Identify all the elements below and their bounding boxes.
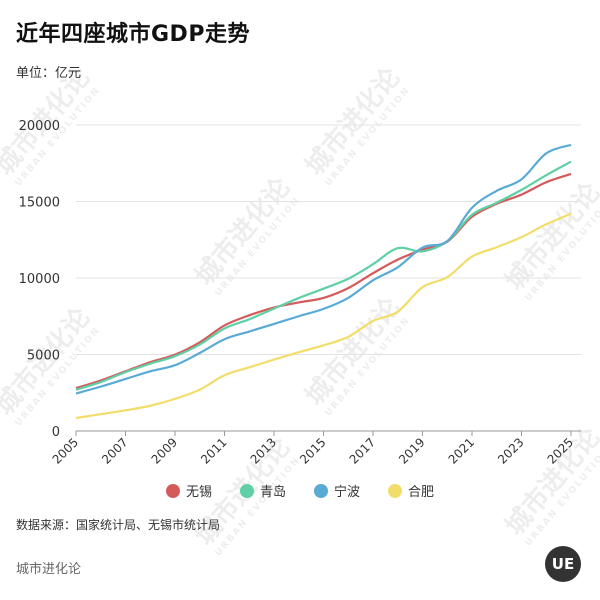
x-tick-label: 2009 xyxy=(149,435,180,466)
x-tick-label: 2021 xyxy=(446,435,477,466)
data-source: 数据来源：国家统计局、无锡市统计局 xyxy=(16,518,221,532)
legend-label: 青岛 xyxy=(259,485,286,500)
legend-label: 无锡 xyxy=(185,485,212,500)
x-tick-label: 2013 xyxy=(248,435,279,466)
x-tick-label: 2011 xyxy=(198,435,229,466)
chart-title: 近年四座城市GDP走势 xyxy=(16,22,250,47)
series-line xyxy=(75,212,572,420)
legend-item: 宁波 xyxy=(314,481,360,500)
x-tick-label: 2023 xyxy=(495,435,526,466)
legend-label: 宁波 xyxy=(334,485,361,500)
series-line xyxy=(75,160,572,391)
x-tick-label: 2017 xyxy=(347,435,378,466)
x-tick-label: 2025 xyxy=(545,435,576,466)
legend: 无锡 青岛 宁波 合肥 xyxy=(0,481,600,500)
legend-item: 青岛 xyxy=(239,481,286,500)
y-axis: 0 5000 10000 15000 20000 xyxy=(19,119,60,440)
x-tick-label: 2007 xyxy=(99,435,130,466)
x-tick-label: 2019 xyxy=(396,435,427,466)
y-tick-label: 15000 xyxy=(19,196,60,211)
grid-lines xyxy=(76,124,581,432)
brand-logo: UE xyxy=(545,546,581,582)
brand-name: 城市进化论 xyxy=(16,562,82,577)
y-tick-label: 5000 xyxy=(27,349,60,364)
legend-swatch xyxy=(388,483,403,498)
x-axis: 2005 2007 2009 2011 2013 2015 2017 2019 2021 2023… xyxy=(50,431,576,467)
legend-label: 合肥 xyxy=(408,485,435,500)
legend-swatch xyxy=(314,483,328,498)
x-tick-label: 2015 xyxy=(297,435,328,466)
y-tick-label: 10000 xyxy=(19,272,60,287)
series-line xyxy=(75,172,572,390)
legend-swatch xyxy=(165,483,180,498)
legend-item: 合肥 xyxy=(388,481,434,500)
series-line xyxy=(75,143,572,395)
y-tick-label: 0 xyxy=(52,425,60,440)
legend-item: 无锡 xyxy=(165,481,212,500)
legend-swatch xyxy=(239,483,254,498)
y-tick-label: 20000 xyxy=(19,119,60,134)
series-lines xyxy=(75,143,572,420)
unit-label: 单位：亿元 xyxy=(16,66,82,81)
